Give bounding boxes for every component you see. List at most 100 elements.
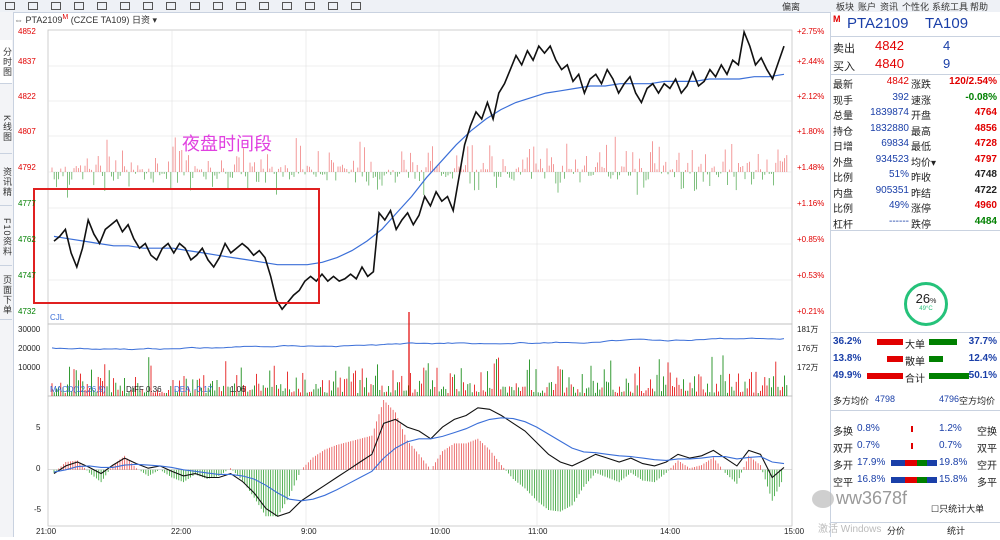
right-arrow-icon[interactable] [258,2,269,10]
flow-label: 合计 [905,374,925,385]
quote-value: 4728 [974,138,997,149]
position-key: 空换 [977,427,997,438]
quote-value: 4842 [886,76,909,87]
quote-key: 最低 [911,142,931,153]
quote-value: 392 [892,91,909,103]
quote-value: 49% [888,200,909,211]
quote-key: 外盘 [833,157,853,169]
price-line [53,29,785,311]
position-value: 19.8% [939,457,968,468]
zoom-icon[interactable] [189,2,200,10]
intraday-chart[interactable]: 夜盘时间段 4852 4837 4822 4807 4792 4777 4762… [14,12,830,537]
menu-sectors[interactable]: 板块 [836,2,855,12]
left-arrow-icon[interactable] [235,2,246,10]
quote-key: 比例 [833,204,853,215]
candle-icon[interactable] [120,2,131,10]
menu-news[interactable]: 资讯 [880,2,899,12]
quote-key: 总量 [833,111,853,122]
quote-value: 905351 [875,184,909,196]
diff-line [53,407,785,517]
order-flow-table: 36.2% 大单 37.7% 13.8% 散单 12.4% 49.9% 合计 50.1% [831,335,1000,395]
time-label: 14:00 [660,527,681,536]
quote-key: 杠杆 [833,219,853,231]
gauge-unit: % [930,298,937,305]
down-arrow-icon[interactable] [304,2,315,10]
refresh-icon[interactable] [51,2,62,10]
draw-icon[interactable] [166,2,177,10]
time-label: 9:00 [301,527,317,536]
position-bar [891,460,905,466]
quote-value: ------ [889,215,909,227]
quote-rows: 最新 4842 涨跌 120/2.54% 现手 392 速涨 -0.08% 总量 1839874 开… [831,75,1000,231]
quote-key: 日增 [833,142,853,153]
quote-value: 69834 [881,138,909,149]
tab-kline[interactable]: K线图 [0,104,12,154]
grid-icon[interactable] [327,2,338,10]
tab-f10[interactable]: F10资料 [0,210,12,266]
checkbox-icon[interactable]: ☐ [931,504,940,514]
ask-price: 4842 [875,38,904,53]
quote-key: 均价▾ [911,157,937,169]
percent-label: +0.85% [797,235,824,244]
tab-news[interactable]: 资讯精 [0,158,12,206]
chevron-down-icon[interactable]: ▾ [152,15,157,25]
sync-icon[interactable] [350,2,361,10]
dea-label: DEA [174,385,191,394]
position-value: 15.8% [939,474,968,485]
macd-panel-frame [47,395,793,527]
menu-personalize[interactable]: 个性化 [902,2,930,12]
position-value: 1.2% [939,423,962,434]
quote-key: 涨跌 [911,80,931,91]
chart-area[interactable]: 夜盘时间段 4852 4837 4822 4807 4792 4777 4762… [14,12,830,537]
bid-label: 买入 [833,61,855,73]
flow-right: 12.4% [968,353,997,364]
volume-bars [51,312,788,396]
quote-row: 杠杆 ------ 跌停 4484 [831,215,1000,231]
flow-buy-bar [867,373,903,379]
period-select[interactable]: 日资 [131,15,150,25]
tab-order[interactable]: 页面下单 [0,270,12,320]
grid [48,30,792,526]
large-order-checkbox[interactable]: ☐只统计大单 [931,502,984,515]
macd-axis-label: 0 [36,464,41,473]
menu-account[interactable]: 账户 [858,2,877,12]
eye-icon[interactable] [212,2,223,10]
position-bar [917,460,927,466]
gauge-temp: 49°C [919,306,933,312]
volume-label: CJL [50,313,65,322]
macd-axis-label: -5 [34,505,42,514]
forward-icon[interactable] [28,2,39,10]
time-label: 21:00 [36,527,57,536]
quote-value: 4484 [974,215,997,227]
flow-left: 13.8% [833,353,862,364]
indicator-icon[interactable] [143,2,154,10]
list-icon[interactable] [74,2,85,10]
bid-price: 4840 [875,56,904,71]
chart-icon[interactable] [97,2,108,10]
menu-help[interactable]: 帮助 [970,2,989,12]
quote-value: 1832880 [870,122,909,134]
percent-label: +1.16% [797,199,824,208]
time-label: 10:00 [430,527,451,536]
price-label: 4807 [18,127,36,136]
night-session-label: 夜盘时间段 [182,134,272,154]
macd-label: MACD(12,26,9) [50,385,106,394]
chart-symbol: PTA2109 [25,15,63,25]
quote-key: 昨收 [911,173,931,184]
tab-intraday[interactable]: 分时图 [0,40,12,84]
cpu-gauge: 26% 49°C [904,282,948,326]
price-label: 4762 [18,235,36,244]
tab-statistics[interactable]: 统计 [947,526,966,536]
menu-system-tools[interactable]: 系统工具 [932,2,969,12]
tab-price-distribution[interactable]: 分价 [887,526,906,536]
position-bar [927,477,937,483]
panel-code: TA109 [925,15,969,32]
position-key: 双开 [833,444,853,455]
back-icon[interactable] [5,2,15,10]
position-bar [891,477,905,483]
bias-menu[interactable]: 偏离 [782,2,801,12]
price-label: 4732 [18,307,36,316]
up-arrow-icon[interactable] [281,2,292,10]
position-bar [905,477,917,483]
quote-row: 外盘 934523 均价▾ 4797 [831,153,1000,169]
